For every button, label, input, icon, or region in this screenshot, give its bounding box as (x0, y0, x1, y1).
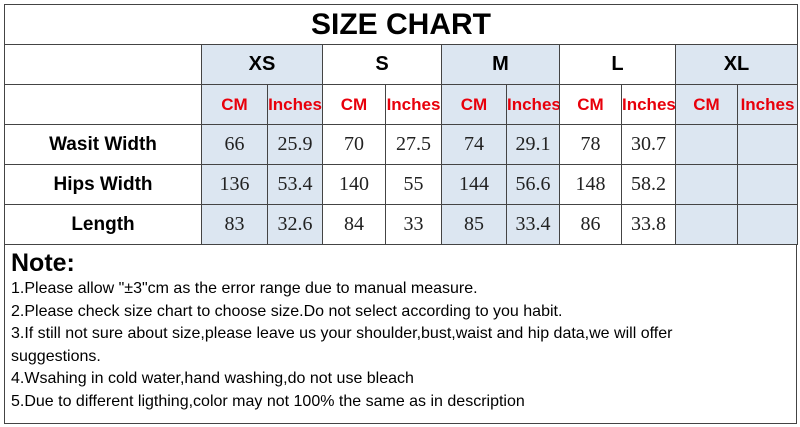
note-line: 4.Wsahing in cold water,hand washing,do … (11, 370, 414, 387)
unit-inches: Inches (506, 84, 560, 125)
table-row: Wasit Width 66 25.9 70 27.5 74 29.1 78 30.7 (4, 124, 799, 165)
value-cell: 53.4 (267, 164, 323, 205)
note-line: suggestions. (11, 347, 101, 365)
value-cell: 32.6 (267, 204, 323, 245)
chart-title: SIZE CHART (3, 4, 799, 45)
table-row: Length 83 32.6 84 33 85 33.4 86 33.8 (4, 204, 799, 245)
value-cell: 25.9 (267, 124, 323, 165)
value-cell (736, 124, 799, 165)
value-cell: 74 (441, 124, 507, 165)
size-xl: XL (674, 44, 799, 85)
row-label: Wasit Width (4, 124, 202, 165)
note-line: 1.Please allow "±3"cm as the error range… (11, 280, 478, 297)
value-cell: 56.6 (506, 164, 560, 205)
value-cell: 83 (201, 204, 268, 245)
value-cell: 29.1 (506, 124, 560, 165)
value-cell: 33.8 (621, 204, 676, 245)
value-cell: 27.5 (385, 124, 442, 165)
empty-unit-cell (4, 84, 202, 125)
value-cell: 55 (385, 164, 442, 205)
unit-inches: Inches (736, 84, 799, 125)
value-cell: 78 (559, 124, 622, 165)
value-cell: 144 (441, 164, 507, 205)
note-line: 3.If still not sure about size,please le… (11, 325, 673, 342)
size-xs: XS (201, 44, 323, 85)
unit-inches: Inches (267, 84, 323, 125)
value-cell (675, 164, 738, 205)
unit-inches: Inches (385, 84, 442, 125)
unit-inches: Inches (621, 84, 676, 125)
size-m: M (441, 44, 560, 85)
value-cell: 136 (201, 164, 268, 205)
notes-section: Note: 1.Please allow "±3"cm as the error… (4, 244, 797, 424)
value-cell (736, 164, 799, 205)
size-chart-table: SIZE CHART XS S M L XL CM Inches CM Inch… (3, 4, 799, 245)
note-line: 2.Please check size chart to choose size… (11, 302, 563, 320)
empty-header-cell (4, 44, 202, 85)
value-cell: 84 (322, 204, 386, 245)
unit-header-row: CM Inches CM Inches CM Inches CM Inches … (4, 84, 799, 125)
value-cell: 148 (559, 164, 622, 205)
table-row: Hips Width 136 53.4 140 55 144 56.6 148 58.2 (4, 164, 799, 205)
size-header-row: XS S M L XL (4, 44, 799, 85)
unit-cm: CM (441, 84, 507, 125)
value-cell (675, 124, 738, 165)
unit-cm: CM (559, 84, 622, 125)
size-l: L (559, 44, 676, 85)
value-cell: 30.7 (621, 124, 676, 165)
value-cell: 33.4 (506, 204, 560, 245)
value-cell: 140 (322, 164, 386, 205)
value-cell: 86 (559, 204, 622, 245)
value-cell: 70 (322, 124, 386, 165)
notes-title: Note: (11, 249, 75, 277)
unit-cm: CM (322, 84, 386, 125)
size-s: S (322, 44, 442, 85)
value-cell (736, 204, 799, 245)
value-cell: 66 (201, 124, 268, 165)
unit-cm: CM (675, 84, 738, 125)
note-line: 5.Due to different ligthing,color may no… (11, 392, 525, 410)
value-cell: 33 (385, 204, 442, 245)
value-cell: 58.2 (621, 164, 676, 205)
value-cell (675, 204, 738, 245)
unit-cm: CM (201, 84, 268, 125)
row-label: Length (4, 204, 202, 245)
value-cell: 85 (441, 204, 507, 245)
row-label: Hips Width (4, 164, 202, 205)
